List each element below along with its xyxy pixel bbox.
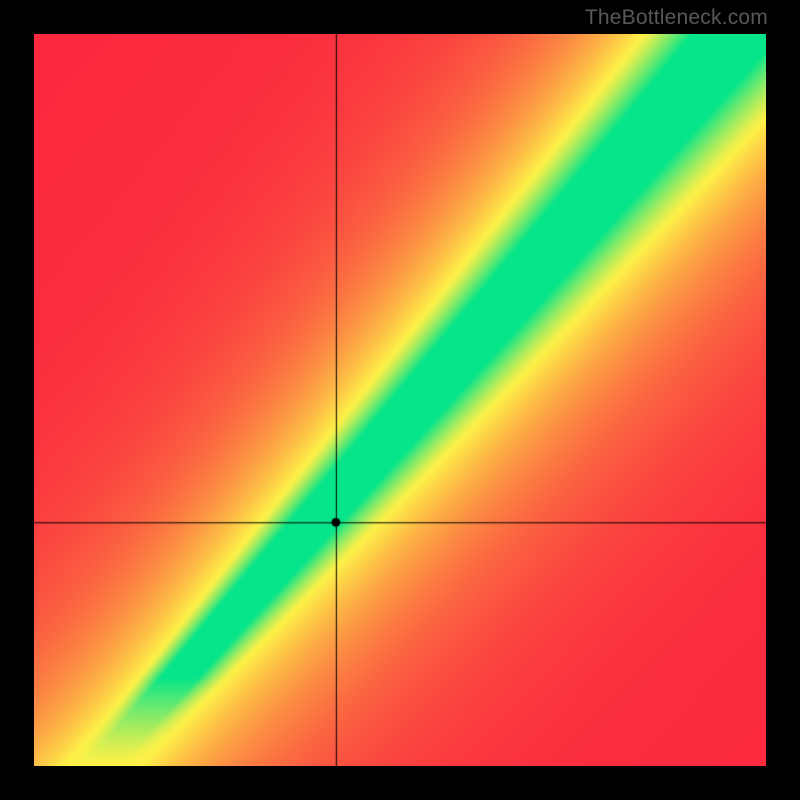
figure-container: TheBottleneck.com [0, 0, 800, 800]
plot-area [34, 34, 766, 766]
bottleneck-heatmap [34, 34, 766, 766]
attribution-label: TheBottleneck.com [585, 6, 768, 30]
